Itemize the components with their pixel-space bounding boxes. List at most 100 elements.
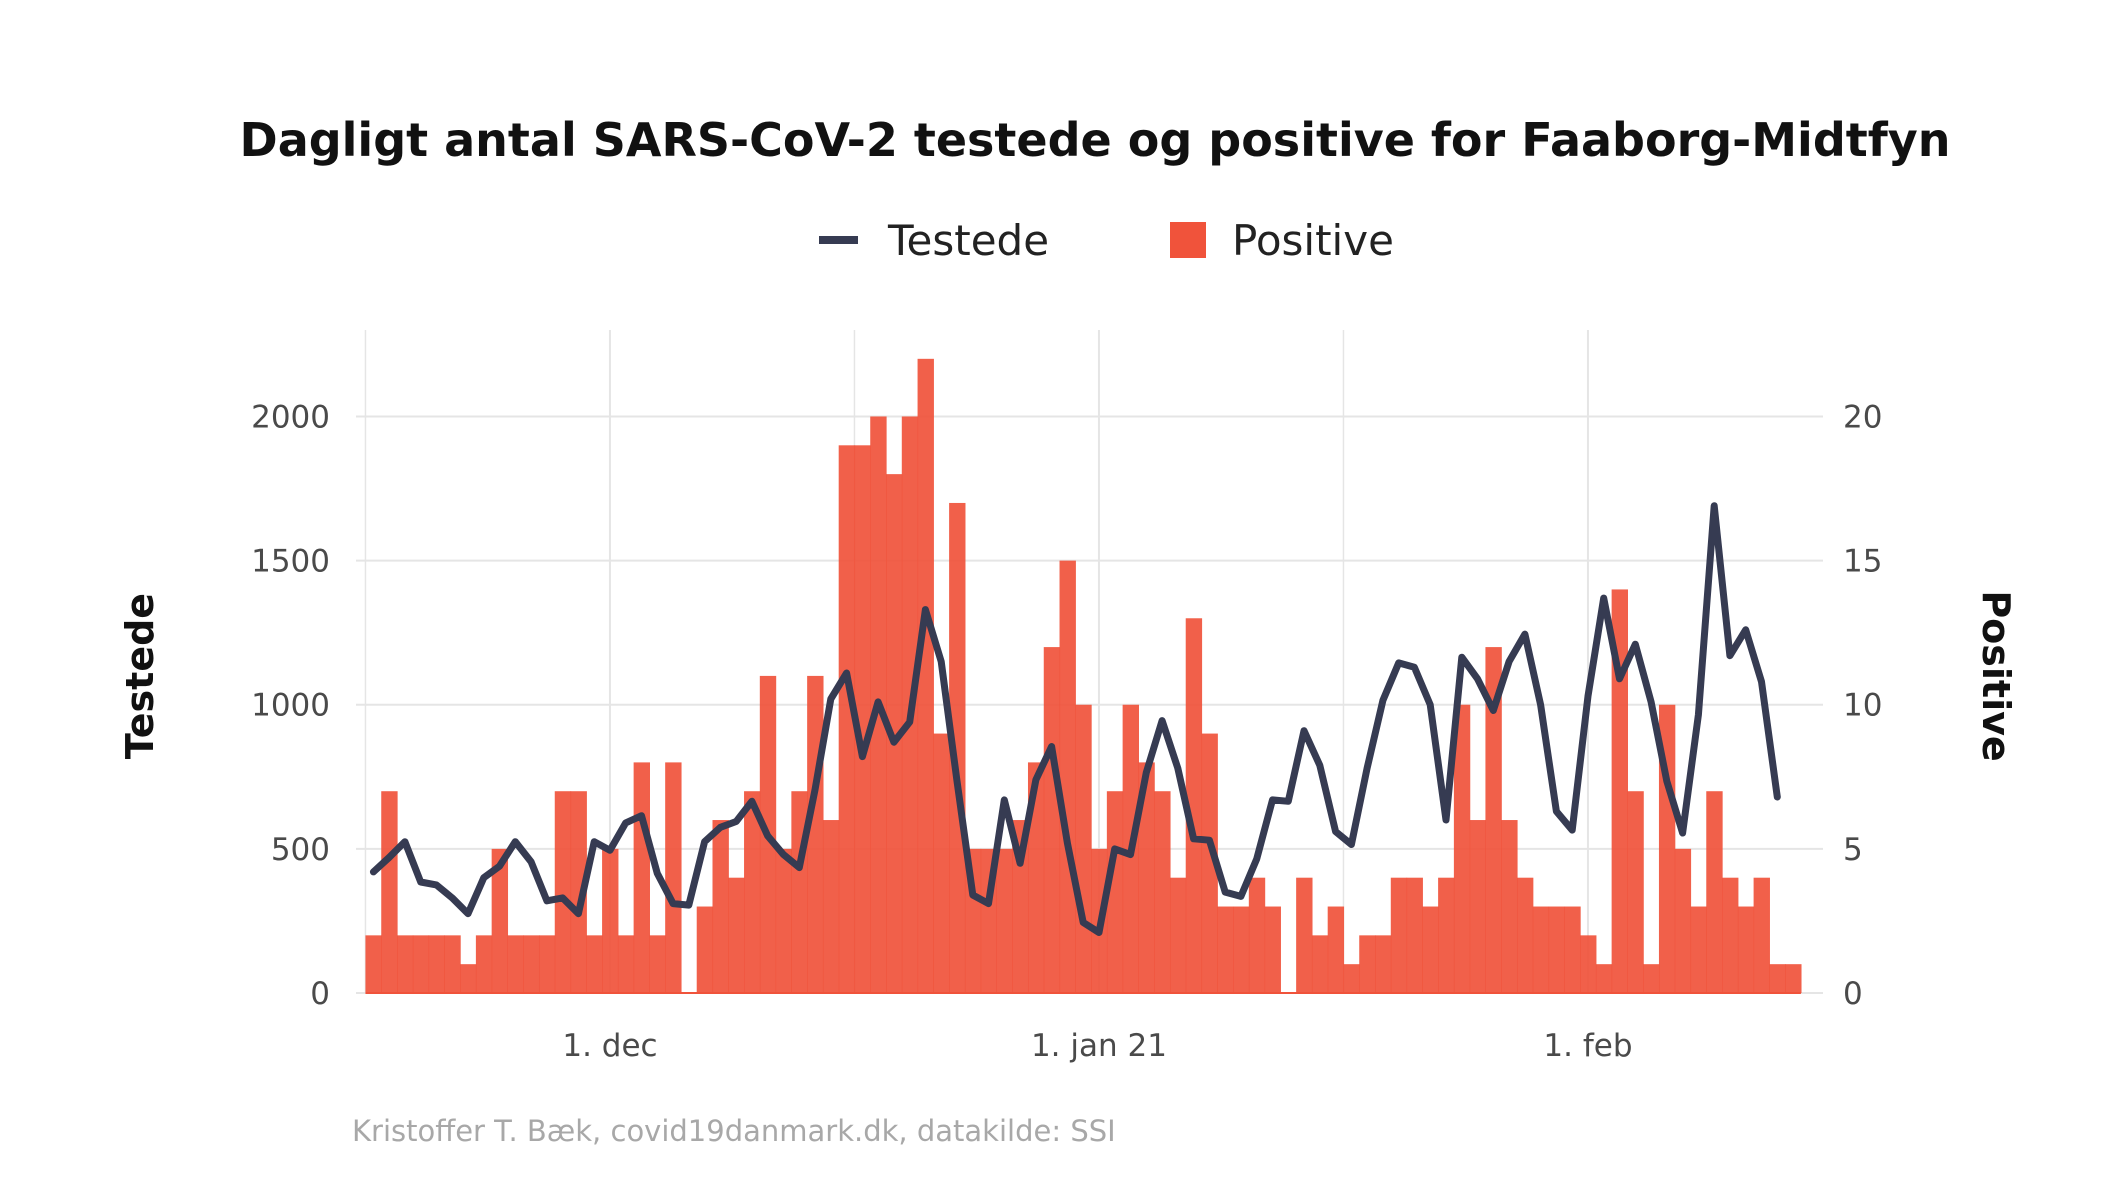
x-tick-label: 1. jan 21 — [1031, 1028, 1167, 1064]
positive-bar — [1753, 877, 1770, 993]
y-axis-right-title: Positive — [1974, 590, 2018, 761]
positive-bar — [1706, 791, 1723, 993]
testede-line-layer — [369, 502, 1781, 936]
positive-bar — [428, 935, 445, 993]
positive-bar — [397, 935, 414, 993]
positive-bar — [1075, 704, 1092, 993]
positive-bar — [412, 935, 430, 993]
y-left-tick-label: 2000 — [251, 399, 330, 435]
positive-bar — [1769, 964, 1786, 993]
positive-bar — [1343, 964, 1360, 993]
positive-bar — [665, 762, 682, 993]
positive-bar — [1311, 935, 1329, 993]
positive-bar — [523, 935, 540, 993]
positive-bar — [712, 820, 729, 993]
positive-bar — [1406, 877, 1423, 993]
positive-bar — [1532, 906, 1550, 993]
positive-bar — [1106, 791, 1124, 993]
positive-bar — [1611, 589, 1628, 993]
positive-bar — [775, 848, 792, 993]
legend-testede-label: Testede — [887, 216, 1049, 265]
positive-bar — [649, 935, 666, 993]
axis-labels: 0 0 500 5 1000 10 1500 15 2000 20 1. dec 1. jan 21 1… — [251, 399, 1882, 1064]
positive-bar — [728, 877, 745, 993]
positive-bar — [1422, 906, 1439, 993]
positive-bar — [1327, 906, 1345, 993]
positive-bar — [1027, 762, 1045, 993]
positive-bar — [475, 935, 493, 993]
positive-bar — [1643, 964, 1660, 993]
positive-bar — [1674, 848, 1692, 993]
positive-bar — [1722, 877, 1739, 993]
positive-bar — [617, 935, 635, 993]
y-axis-left-title: Testede — [118, 593, 162, 759]
positive-bar — [586, 935, 603, 993]
positive-bar — [1154, 791, 1171, 993]
positive-bar — [744, 791, 761, 993]
positive-bar — [696, 906, 714, 993]
positive-bar — [1737, 906, 1755, 993]
positive-bar — [602, 848, 619, 993]
testede-line — [369, 502, 1781, 936]
positive-bar — [807, 675, 824, 993]
y-left-tick-label: 0 — [310, 976, 330, 1012]
legend-positive-swatch — [1170, 222, 1206, 258]
positive-bar — [1264, 906, 1281, 993]
positive-bar — [1390, 877, 1408, 993]
positive-bar — [460, 964, 477, 993]
positive-bars — [365, 358, 1802, 994]
positive-bar — [381, 791, 398, 993]
y-right-tick-label: 20 — [1843, 399, 1882, 435]
positive-bar — [1453, 704, 1471, 993]
legend: Testede Positive — [819, 216, 1394, 265]
y-left-tick-label: 1000 — [251, 688, 330, 724]
chart-title: Dagligt antal SARS-CoV-2 testede og posi… — [240, 113, 1951, 167]
positive-bar — [1627, 791, 1644, 993]
positive-bar — [1185, 618, 1203, 993]
positive-bar — [1516, 877, 1534, 993]
positive-bar — [1548, 906, 1565, 993]
positive-bar — [570, 791, 587, 993]
positive-bar — [1217, 906, 1234, 993]
positive-bar — [444, 935, 461, 993]
y-right-tick-label: 0 — [1843, 976, 1863, 1012]
positive-bar — [1248, 877, 1266, 993]
positive-bar — [1012, 820, 1029, 993]
y-left-tick-label: 500 — [271, 832, 330, 868]
positive-bar — [1580, 935, 1597, 993]
positive-bar — [1233, 906, 1250, 993]
chart-caption: Kristoffer T. Bæk, covid19danmark.dk, da… — [352, 1114, 1116, 1148]
legend-positive-label: Positive — [1232, 216, 1394, 265]
positive-bar — [365, 935, 382, 993]
y-right-tick-label: 5 — [1843, 832, 1863, 868]
positive-bar — [1059, 560, 1076, 993]
positive-bar — [1438, 877, 1455, 993]
y-right-tick-label: 10 — [1843, 688, 1882, 724]
positive-bar — [1485, 647, 1502, 993]
positive-bar — [1564, 906, 1581, 993]
positive-bar — [1043, 647, 1061, 993]
positive-bar — [1785, 964, 1802, 993]
positive-bar — [838, 445, 856, 994]
y-right-tick-label: 15 — [1843, 544, 1882, 580]
positive-bar — [1138, 762, 1155, 993]
y-left-tick-label: 1500 — [251, 544, 330, 580]
positive-bar — [633, 762, 650, 993]
positive-bar — [1359, 935, 1376, 993]
positive-bar — [1375, 935, 1392, 993]
positive-bar — [822, 820, 840, 993]
positive-bar — [1201, 733, 1218, 993]
positive-bar — [933, 733, 950, 993]
positive-bar — [1690, 906, 1707, 993]
positive-bar — [854, 445, 871, 994]
positive-bar — [1469, 820, 1487, 993]
positive-bar — [554, 791, 572, 993]
positive-bar — [1296, 877, 1313, 993]
positive-bar — [1169, 877, 1187, 993]
x-tick-label: 1. dec — [562, 1028, 657, 1064]
positive-bar — [507, 935, 524, 993]
positive-bar — [491, 848, 509, 993]
positive-bar — [949, 502, 966, 993]
